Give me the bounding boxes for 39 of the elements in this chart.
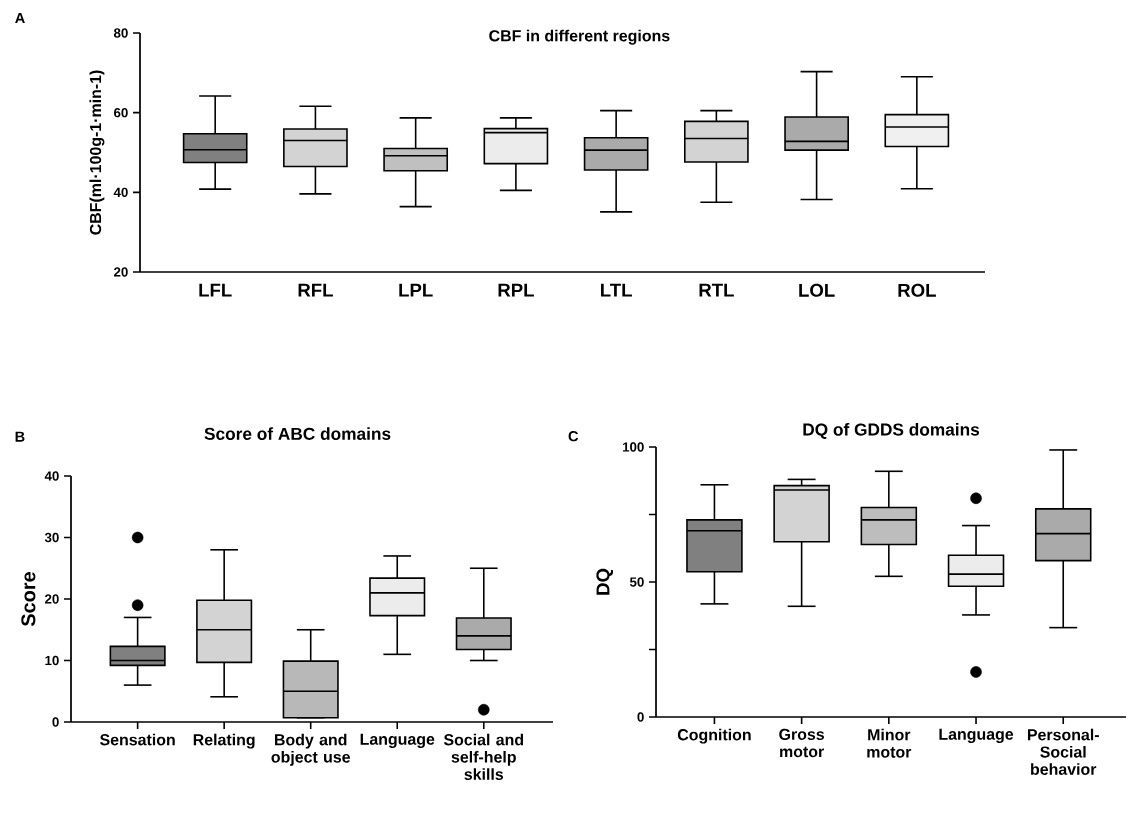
y-tick-label: 40 — [113, 187, 128, 198]
text: B — [15, 431, 25, 442]
y-tick-label: 100 — [622, 442, 644, 452]
y-tick-label: 40 — [44, 471, 59, 481]
y-tick-label: 10 — [45, 655, 59, 666]
x-tick-label: Minor motor — [867, 728, 912, 758]
y-tick-label: 50 — [629, 577, 644, 587]
y-tick-label: 0 — [637, 712, 644, 722]
x-tick-label: RTL — [699, 283, 734, 297]
x-tick-label: LTL — [601, 283, 632, 297]
x-tick-label: LFL — [199, 283, 232, 297]
x-tick-label: Body and object use — [271, 733, 351, 766]
y-axis-title: DQ — [596, 568, 614, 595]
x-tick-label: RPL — [498, 283, 534, 297]
x-tick-label: Language — [360, 733, 435, 749]
y-axis-title: CBF(ml·100g-1·min-1) — [89, 70, 105, 235]
x-tick-label: Language — [939, 728, 1014, 744]
y-tick-label: 0 — [52, 717, 59, 727]
y-tick-label: 20 — [113, 267, 128, 277]
x-tick-label: Sensation — [100, 733, 175, 746]
chart-title: Score of ABC domains — [204, 427, 391, 440]
y-tick-label: 80 — [113, 28, 128, 38]
x-tick-label: RFL — [298, 283, 333, 297]
x-tick-label: Social and self-help skills — [443, 733, 524, 780]
x-tick-label: Gross motor — [779, 728, 825, 758]
text: A — [15, 12, 25, 23]
x-tick-label: Personal-Social behavior — [1027, 728, 1099, 775]
y-tick-label: 60 — [114, 107, 128, 118]
x-tick-label: LPL — [399, 283, 433, 297]
y-tick-label: 20 — [44, 594, 59, 604]
y-axis-title: Score — [21, 572, 36, 627]
x-tick-label: ROL — [898, 283, 936, 297]
chart-title: CBF in different regions — [489, 29, 670, 45]
y-tick-label: 30 — [44, 532, 59, 543]
chart-title: DQ of GDDS domains — [803, 422, 980, 439]
text: C — [568, 431, 579, 442]
x-tick-label: Relating — [193, 733, 255, 749]
x-tick-label: Cognition — [677, 728, 751, 744]
x-tick-label: LOL — [799, 283, 835, 297]
